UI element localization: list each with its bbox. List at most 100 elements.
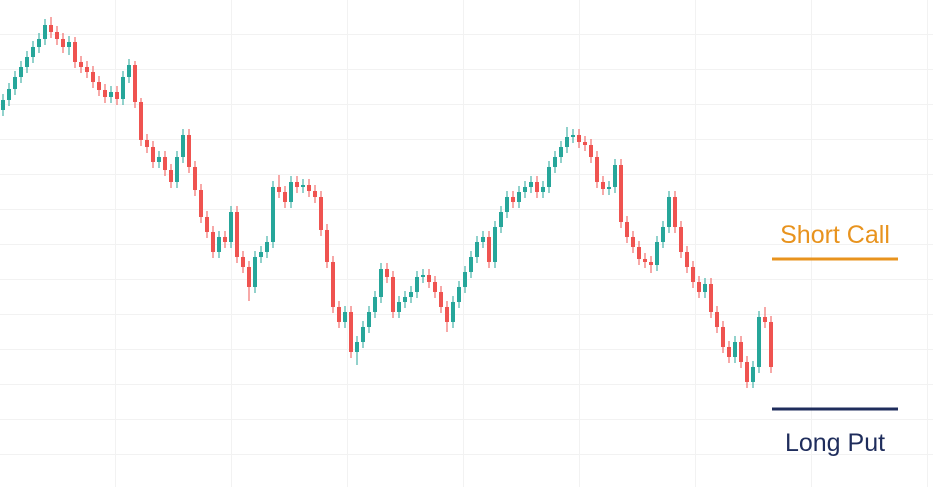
candle-body — [67, 42, 71, 47]
candle-body — [709, 284, 713, 312]
candle-body — [49, 25, 53, 32]
candle-body — [253, 257, 257, 287]
candle-body — [109, 92, 113, 97]
level-label: Long Put — [785, 429, 885, 457]
candle-body — [37, 39, 41, 47]
candle-body — [523, 187, 527, 192]
candle-body — [265, 242, 269, 252]
candle-body — [313, 191, 317, 197]
candle-body — [85, 67, 89, 72]
candle-body — [283, 192, 287, 202]
candle-body — [133, 65, 137, 102]
candle-body — [121, 77, 125, 99]
candle-body — [625, 222, 629, 237]
candle-body — [277, 187, 281, 192]
candle-body — [703, 284, 707, 292]
candle-body — [751, 367, 755, 382]
candle-body — [247, 267, 251, 287]
candle-body — [391, 277, 395, 312]
candle-body — [565, 137, 569, 147]
candle-body — [457, 287, 461, 302]
candle-body — [685, 252, 689, 267]
candle-body — [193, 167, 197, 190]
candle-body — [427, 275, 431, 282]
candle-body — [481, 237, 485, 242]
candle-body — [31, 47, 35, 57]
candle-body — [79, 62, 83, 67]
candle-body — [103, 90, 107, 97]
candle-body — [559, 147, 563, 157]
candle-body — [325, 230, 329, 262]
candle-body — [499, 212, 503, 227]
candle-body — [757, 317, 761, 367]
candle-body — [211, 232, 215, 252]
candle-body — [169, 170, 173, 182]
candle-body — [175, 157, 179, 182]
candle-body — [331, 262, 335, 307]
candle-body — [13, 77, 17, 89]
candle-body — [607, 187, 611, 189]
candle-body — [379, 269, 383, 297]
candle-body — [475, 242, 479, 257]
candle-body — [373, 297, 377, 312]
candle-body — [469, 257, 473, 272]
candle-body — [487, 237, 491, 262]
candle-body — [397, 302, 401, 312]
candle-body — [187, 135, 191, 167]
candle-body — [157, 157, 161, 162]
candle-body — [199, 190, 203, 217]
candle-body — [43, 25, 47, 39]
candle-body — [541, 187, 545, 192]
candle-body — [769, 322, 773, 367]
candle-body — [451, 302, 455, 322]
candle-body — [19, 67, 23, 77]
candle-body — [271, 187, 275, 242]
candle-body — [403, 297, 407, 302]
candle-body — [97, 82, 101, 90]
candle-body — [547, 167, 551, 187]
candle-body — [1, 100, 5, 110]
candle-body — [739, 342, 743, 362]
candle-body — [529, 182, 533, 187]
candle-body — [367, 312, 371, 327]
candle-body — [337, 307, 341, 322]
candle-body — [163, 157, 167, 170]
candle-body — [571, 135, 575, 137]
candle-body — [289, 182, 293, 202]
candle-body — [295, 182, 299, 187]
candle-body — [721, 327, 725, 347]
candle-body — [583, 142, 587, 145]
candle-body — [763, 317, 767, 322]
candle-body — [613, 165, 617, 187]
candle-body — [25, 57, 29, 67]
candle-body — [643, 259, 647, 262]
candle-body — [517, 192, 521, 202]
candle-body — [727, 347, 731, 357]
candle-body — [595, 157, 599, 182]
candle-body — [679, 227, 683, 252]
candle-body — [385, 269, 389, 277]
candle-body — [493, 227, 497, 262]
candle-body — [673, 197, 677, 227]
candle-body — [511, 197, 515, 202]
candle-body — [637, 247, 641, 259]
candle-body — [421, 275, 425, 277]
candle-body — [355, 342, 359, 352]
candle-body — [91, 72, 95, 82]
candle-body — [439, 292, 443, 307]
candle-body — [55, 32, 59, 39]
candle-body — [181, 135, 185, 157]
candle-body — [61, 39, 65, 47]
candle-body — [139, 102, 143, 140]
candle-body — [205, 217, 209, 232]
candle-body — [649, 262, 653, 265]
candle-body — [343, 312, 347, 322]
candle-body — [553, 157, 557, 167]
candle-body — [661, 227, 665, 242]
candle-body — [259, 252, 263, 257]
candle-body — [577, 135, 581, 142]
candle-body — [217, 237, 221, 252]
candle-body — [745, 362, 749, 382]
candle-body — [733, 342, 737, 357]
